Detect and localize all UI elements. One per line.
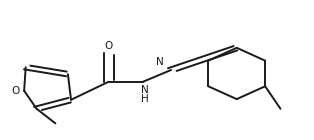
Text: N
H: N H [141, 85, 149, 104]
Text: O: O [105, 41, 113, 51]
Text: N: N [156, 57, 164, 67]
Text: O: O [11, 86, 19, 96]
